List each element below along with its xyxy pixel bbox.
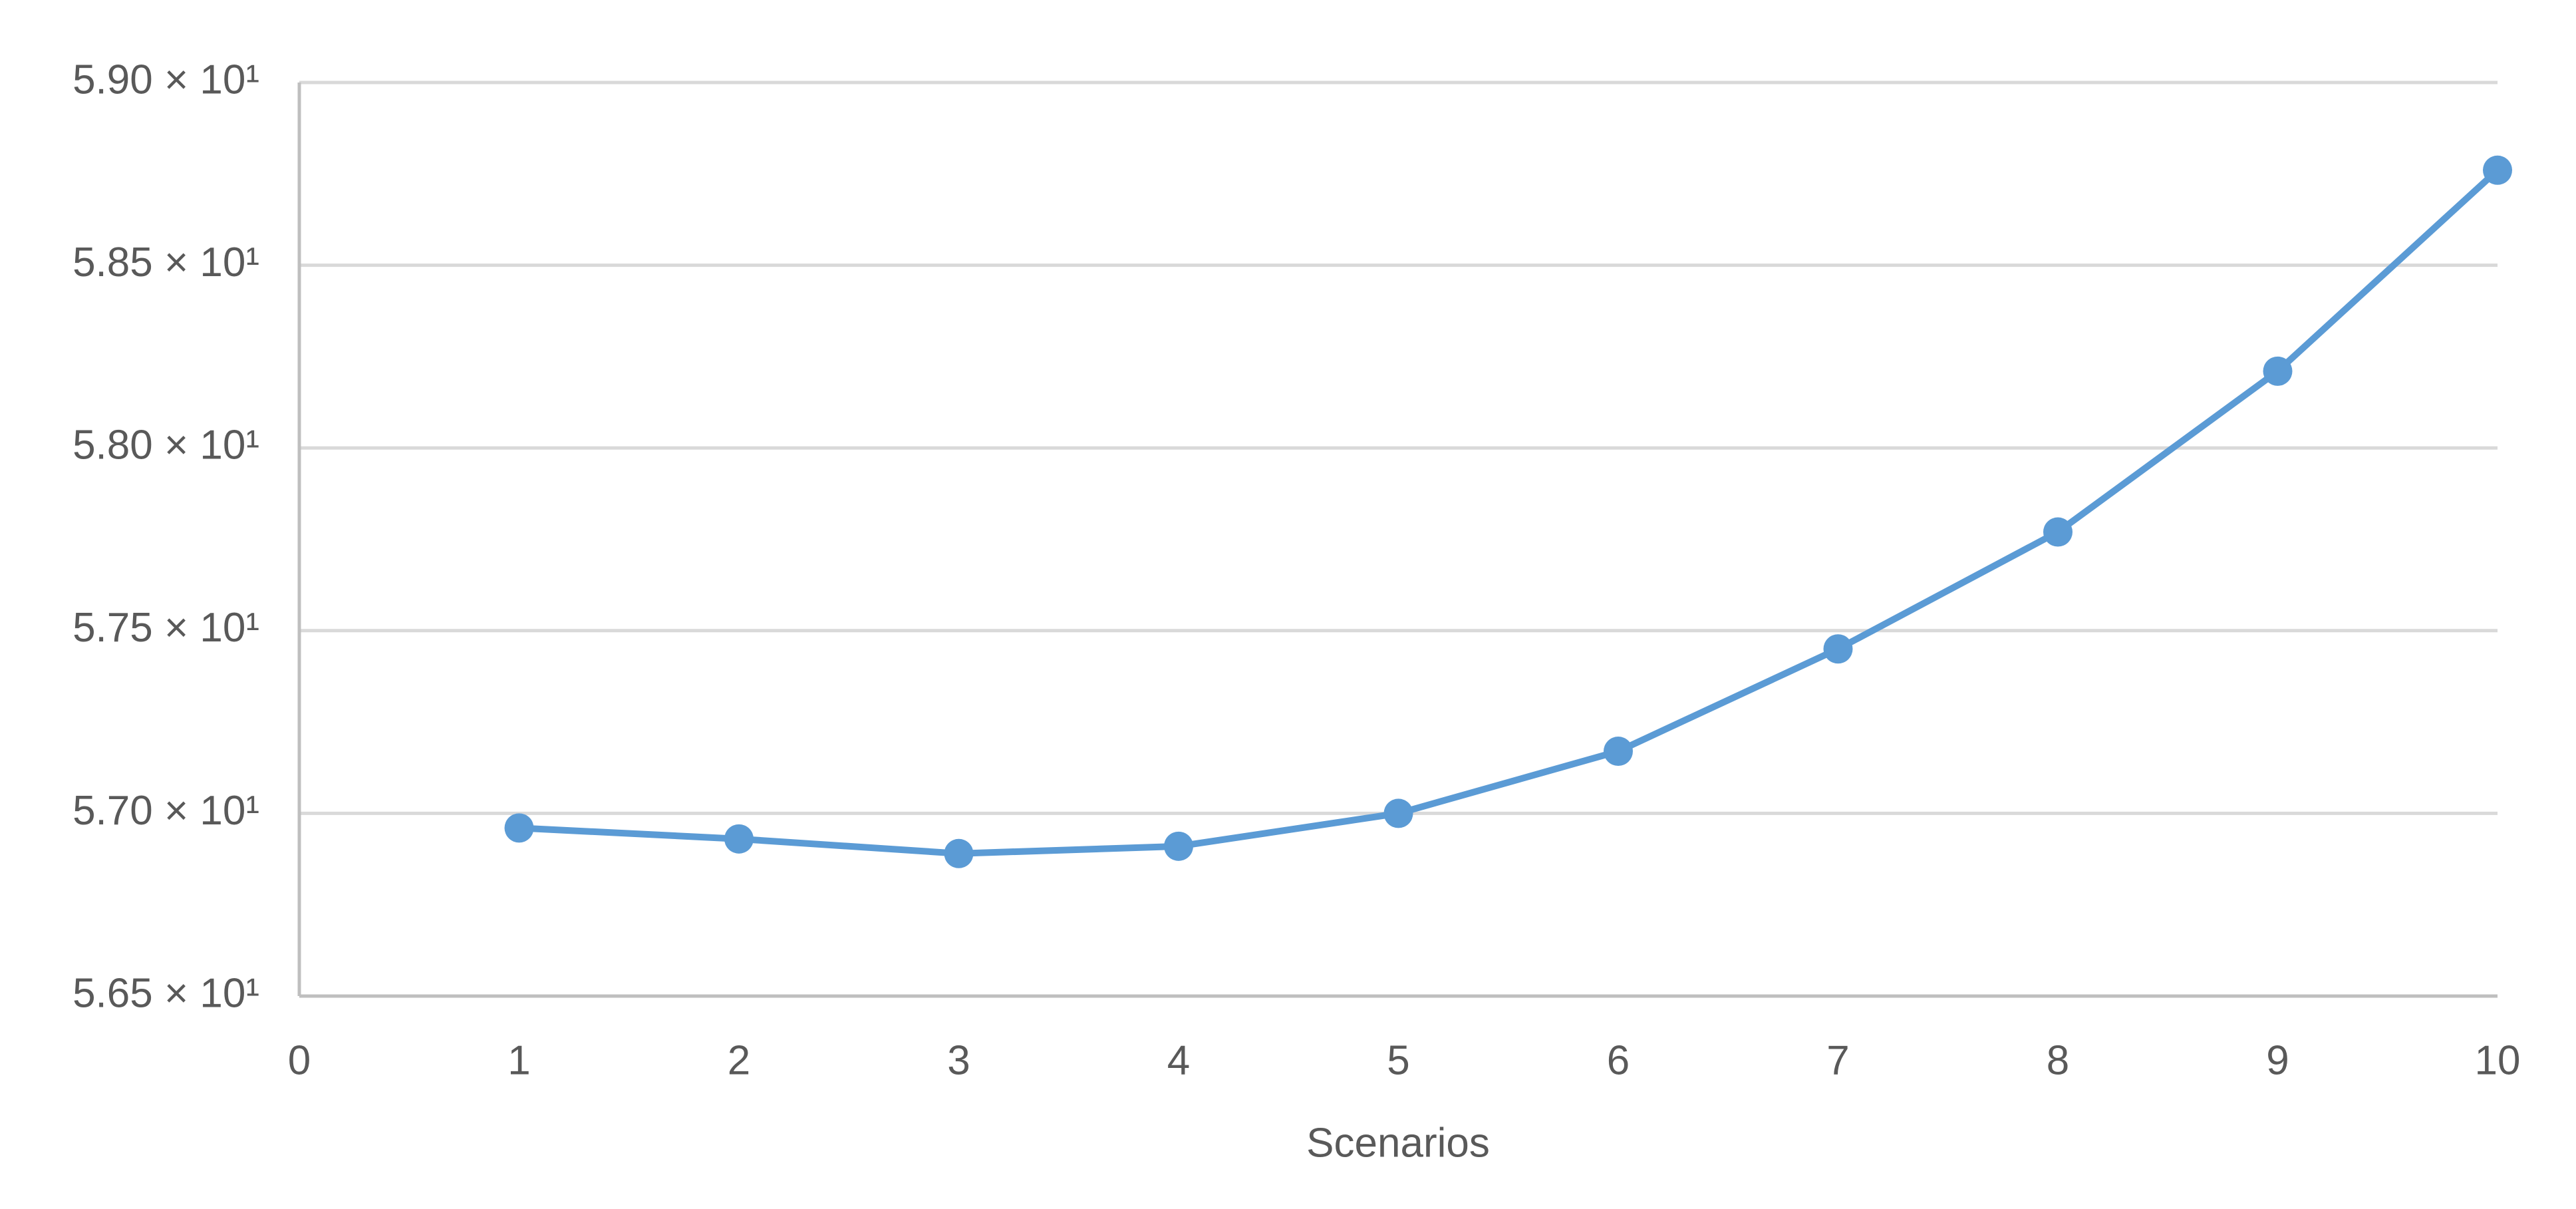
x-tick-label: 1 [507, 1037, 530, 1083]
y-tick-label: 5.80 × 10¹ [72, 423, 259, 468]
x-tick-label: 8 [2047, 1037, 2069, 1083]
y-tick-label: 5.70 × 10¹ [72, 788, 259, 834]
x-tick-label: 3 [947, 1037, 970, 1083]
y-tick-label: 5.75 × 10¹ [72, 605, 259, 651]
data-point [724, 824, 754, 854]
x-tick-label: 2 [728, 1037, 750, 1083]
data-point [2263, 356, 2293, 386]
y-tick-label: 5.65 × 10¹ [72, 970, 259, 1016]
y-tick-label: 5.90 × 10¹ [72, 57, 259, 102]
x-tick-label: 0 [288, 1037, 311, 1083]
data-point [1383, 798, 1413, 828]
data-point [944, 838, 974, 868]
data-point [1823, 634, 1853, 664]
x-axis-label: Scenarios [1306, 1120, 1490, 1166]
x-tick-label: 6 [1607, 1037, 1630, 1083]
x-tick-label: 4 [1167, 1037, 1190, 1083]
data-point [2043, 517, 2073, 547]
x-tick-label: 9 [2266, 1037, 2289, 1083]
data-line [519, 168, 2500, 857]
x-tick-label: 10 [2475, 1037, 2521, 1083]
data-point [1164, 831, 1193, 861]
x-tick-label: 7 [1826, 1037, 1849, 1083]
data-point [2483, 155, 2512, 185]
y-tick-label: 5.85 × 10¹ [72, 240, 259, 285]
x-tick-label: 5 [1387, 1037, 1409, 1083]
data-point [504, 813, 534, 843]
data-point [1604, 737, 1633, 767]
